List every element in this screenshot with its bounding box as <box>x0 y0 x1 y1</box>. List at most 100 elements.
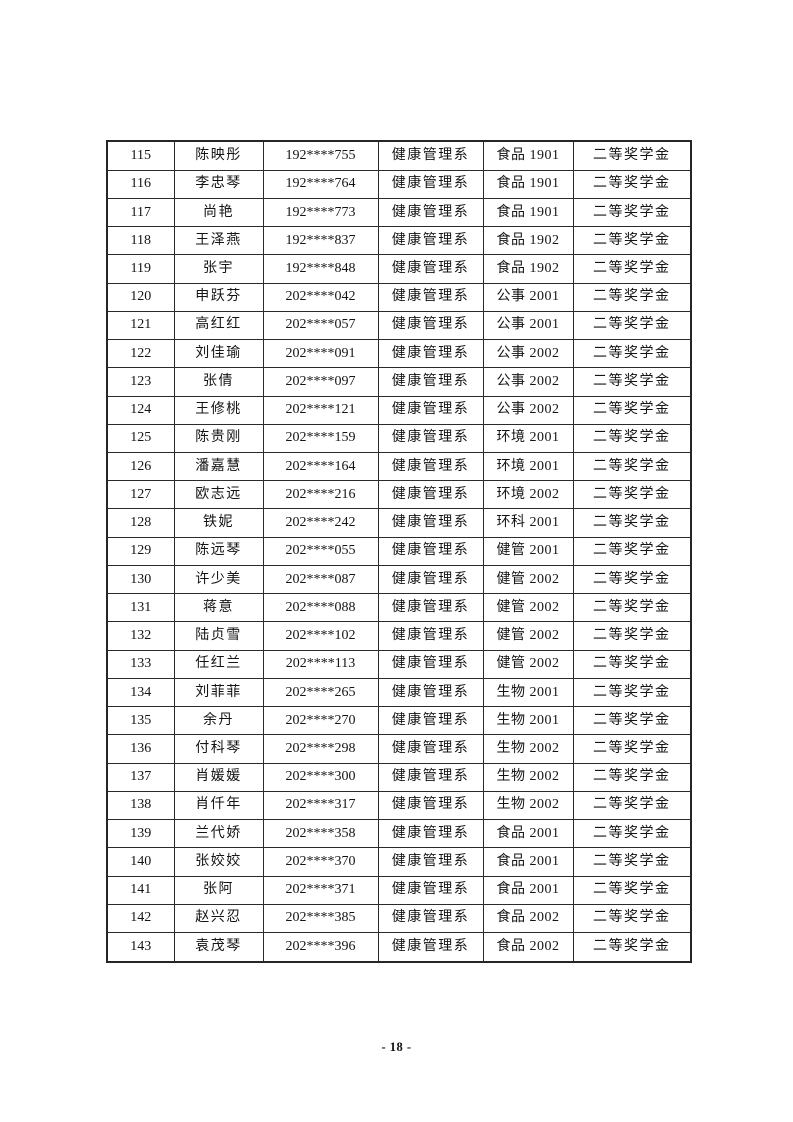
cell-name: 肖仟年 <box>173 790 264 821</box>
cell-index: 136 <box>106 734 175 764</box>
cell-award: 二等奖学金 <box>572 367 692 397</box>
table-row: 116 李忠琴 192****764 健康管理系 食品 1901 二等奖学金 <box>106 169 692 199</box>
cell-name: 陆贞雪 <box>173 621 264 651</box>
cell-index: 127 <box>106 480 175 510</box>
cell-department: 健康管理系 <box>377 452 484 482</box>
cell-department: 健康管理系 <box>377 621 484 651</box>
cell-name: 张倩 <box>173 367 264 397</box>
table-row: 132 陆贞雪 202****102 健康管理系 健管 2002 二等奖学金 <box>106 621 692 651</box>
cell-name: 肖媛媛 <box>173 762 264 792</box>
cell-student-id: 202****370 <box>262 847 379 877</box>
cell-index: 130 <box>106 564 175 595</box>
table-row: 123 张倩 202****097 健康管理系 公事 2002 二等奖学金 <box>106 367 692 397</box>
cell-index: 135 <box>106 706 175 736</box>
cell-class: 生物 2001 <box>482 677 574 708</box>
page-number: - 18 - <box>381 1040 412 1054</box>
cell-class: 生物 2001 <box>482 706 574 736</box>
cell-award: 二等奖学金 <box>572 282 692 312</box>
cell-class: 公事 2002 <box>482 395 574 425</box>
cell-award: 二等奖学金 <box>572 423 692 454</box>
cell-name: 陈贵刚 <box>173 423 264 454</box>
cell-class: 食品 2001 <box>482 847 574 877</box>
table-row: 129 陈远琴 202****055 健康管理系 健管 2001 二等奖学金 <box>106 536 692 566</box>
cell-award: 二等奖学金 <box>572 932 692 963</box>
cell-class: 生物 2002 <box>482 762 574 792</box>
cell-student-id: 202****265 <box>262 677 379 708</box>
cell-department: 健康管理系 <box>377 197 484 228</box>
cell-department: 健康管理系 <box>377 564 484 595</box>
cell-index: 121 <box>106 310 175 341</box>
cell-department: 健康管理系 <box>377 819 484 849</box>
cell-student-id: 202****121 <box>262 395 379 425</box>
cell-student-id: 202****300 <box>262 762 379 792</box>
cell-award: 二等奖学金 <box>572 339 692 369</box>
table-row: 121 高红红 202****057 健康管理系 公事 2001 二等奖学金 <box>106 310 692 341</box>
cell-student-id: 202****216 <box>262 480 379 510</box>
cell-class: 食品 1901 <box>482 169 574 199</box>
cell-student-id: 202****298 <box>262 734 379 764</box>
cell-department: 健康管理系 <box>377 932 484 963</box>
cell-index: 141 <box>106 875 175 905</box>
cell-class: 食品 1901 <box>482 197 574 228</box>
cell-name: 陈映彤 <box>173 140 264 171</box>
cell-name: 陈远琴 <box>173 536 264 566</box>
cell-department: 健康管理系 <box>377 903 484 934</box>
cell-student-id: 202****385 <box>262 903 379 934</box>
cell-award: 二等奖学金 <box>572 310 692 341</box>
cell-name: 尚艳 <box>173 197 264 228</box>
cell-class: 食品 1901 <box>482 140 574 171</box>
cell-award: 二等奖学金 <box>572 593 692 623</box>
cell-student-id: 202****358 <box>262 819 379 849</box>
table-row: 139 兰代娇 202****358 健康管理系 食品 2001 二等奖学金 <box>106 819 692 849</box>
cell-index: 142 <box>106 903 175 934</box>
cell-name: 高红红 <box>173 310 264 341</box>
cell-award: 二等奖学金 <box>572 677 692 708</box>
cell-class: 健管 2002 <box>482 593 574 623</box>
cell-class: 环境 2002 <box>482 480 574 510</box>
cell-award: 二等奖学金 <box>572 508 692 538</box>
cell-class: 食品 1902 <box>482 226 574 256</box>
cell-class: 食品 2002 <box>482 903 574 934</box>
table-row: 142 赵兴忍 202****385 健康管理系 食品 2002 二等奖学金 <box>106 903 692 934</box>
cell-student-id: 202****088 <box>262 593 379 623</box>
cell-class: 健管 2002 <box>482 564 574 595</box>
cell-award: 二等奖学金 <box>572 903 692 934</box>
cell-department: 健康管理系 <box>377 254 484 284</box>
cell-name: 余丹 <box>173 706 264 736</box>
cell-department: 健康管理系 <box>377 536 484 566</box>
cell-index: 143 <box>106 932 175 963</box>
table-row: 118 王泽燕 192****837 健康管理系 食品 1902 二等奖学金 <box>106 226 692 256</box>
table-row: 136 付科琴 202****298 健康管理系 生物 2002 二等奖学金 <box>106 734 692 764</box>
cell-name: 张阿 <box>173 875 264 905</box>
cell-name: 张宇 <box>173 254 264 284</box>
table-row: 122 刘佳瑜 202****091 健康管理系 公事 2002 二等奖学金 <box>106 339 692 369</box>
cell-class: 食品 2001 <box>482 875 574 905</box>
cell-index: 116 <box>106 169 175 199</box>
table-row: 134 刘菲菲 202****265 健康管理系 生物 2001 二等奖学金 <box>106 677 692 708</box>
cell-name: 袁茂琴 <box>173 932 264 963</box>
cell-index: 139 <box>106 819 175 849</box>
table-row: 117 尚艳 192****773 健康管理系 食品 1901 二等奖学金 <box>106 197 692 228</box>
cell-award: 二等奖学金 <box>572 140 692 171</box>
cell-department: 健康管理系 <box>377 593 484 623</box>
cell-name: 许少美 <box>173 564 264 595</box>
cell-award: 二等奖学金 <box>572 564 692 595</box>
cell-class: 健管 2001 <box>482 536 574 566</box>
cell-award: 二等奖学金 <box>572 734 692 764</box>
cell-index: 128 <box>106 508 175 538</box>
cell-class: 环境 2001 <box>482 423 574 454</box>
cell-class: 公事 2001 <box>482 310 574 341</box>
cell-name: 蒋意 <box>173 593 264 623</box>
cell-name: 李忠琴 <box>173 169 264 199</box>
table-row: 133 任红兰 202****113 健康管理系 健管 2002 二等奖学金 <box>106 649 692 679</box>
cell-department: 健康管理系 <box>377 677 484 708</box>
cell-award: 二等奖学金 <box>572 197 692 228</box>
cell-index: 124 <box>106 395 175 425</box>
cell-award: 二等奖学金 <box>572 480 692 510</box>
cell-student-id: 202****113 <box>262 649 379 679</box>
cell-award: 二等奖学金 <box>572 706 692 736</box>
scholarship-table: 115 陈映彤 192****755 健康管理系 食品 1901 二等奖学金 1… <box>106 140 692 963</box>
cell-class: 环境 2001 <box>482 452 574 482</box>
cell-student-id: 202****091 <box>262 339 379 369</box>
table-row: 119 张宇 192****848 健康管理系 食品 1902 二等奖学金 <box>106 254 692 284</box>
